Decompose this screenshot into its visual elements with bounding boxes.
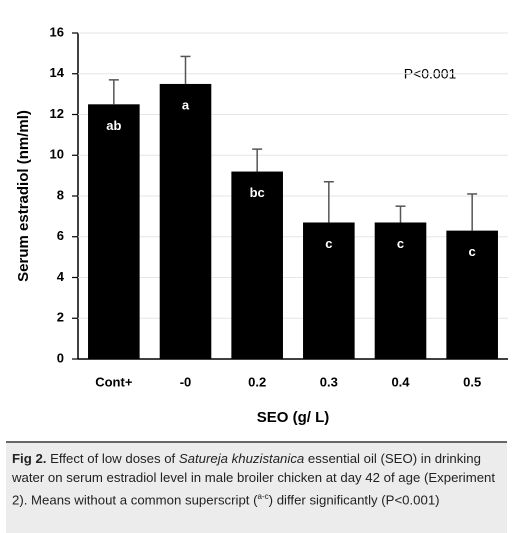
caption-text: Effect of low doses of <box>50 451 176 466</box>
x-tick-label: 0.5 <box>463 374 481 389</box>
significance-letter: c <box>325 236 332 251</box>
y-tick-label: 16 <box>50 24 64 39</box>
bar <box>231 171 283 359</box>
significance-letter: ab <box>106 118 121 133</box>
significance-letter: c <box>469 244 476 259</box>
caption-text: ) differ significantly (P<0.001) <box>268 492 440 508</box>
caption: Fig 2. Effect of low doses of Satureja k… <box>6 441 507 533</box>
significance-letter: bc <box>250 185 265 200</box>
x-axis-title: SEO (g/ L) <box>257 409 330 426</box>
y-tick-label: 4 <box>57 269 65 284</box>
y-tick-label: 10 <box>50 147 64 162</box>
x-tick-label: -0 <box>180 374 192 389</box>
caption-text: essential oil (SEO) in drinking water on… <box>12 451 496 508</box>
x-tick-label: 0.3 <box>320 374 338 389</box>
x-tick-label: Cont+ <box>95 374 133 389</box>
bar <box>446 230 498 359</box>
x-tick-label: 0.2 <box>248 374 266 389</box>
bar <box>303 222 355 359</box>
y-tick-label: 14 <box>50 65 65 80</box>
bar <box>159 83 212 359</box>
caption-label: Fig 2. <box>12 451 47 466</box>
y-tick-label: 0 <box>57 350 64 365</box>
y-tick-label: 6 <box>57 228 64 243</box>
y-tick-label: 12 <box>50 106 64 121</box>
x-tick-label: 0.4 <box>391 374 410 389</box>
caption-species: Satureja khuzistanica <box>178 451 305 466</box>
y-axis-title: Serum estradiol (nm/ml) <box>15 110 32 282</box>
y-tick-label: 2 <box>57 310 64 325</box>
bar <box>88 104 140 359</box>
chart: Serum estradiol (nm/ml) SEO (g/ L) P<0.0… <box>15 24 508 426</box>
significance-letter: a <box>182 97 190 112</box>
y-tick-label: 8 <box>57 187 64 202</box>
bar <box>374 222 427 359</box>
significance-letter: c <box>397 236 404 251</box>
caption-superscript: a-c <box>257 492 269 501</box>
